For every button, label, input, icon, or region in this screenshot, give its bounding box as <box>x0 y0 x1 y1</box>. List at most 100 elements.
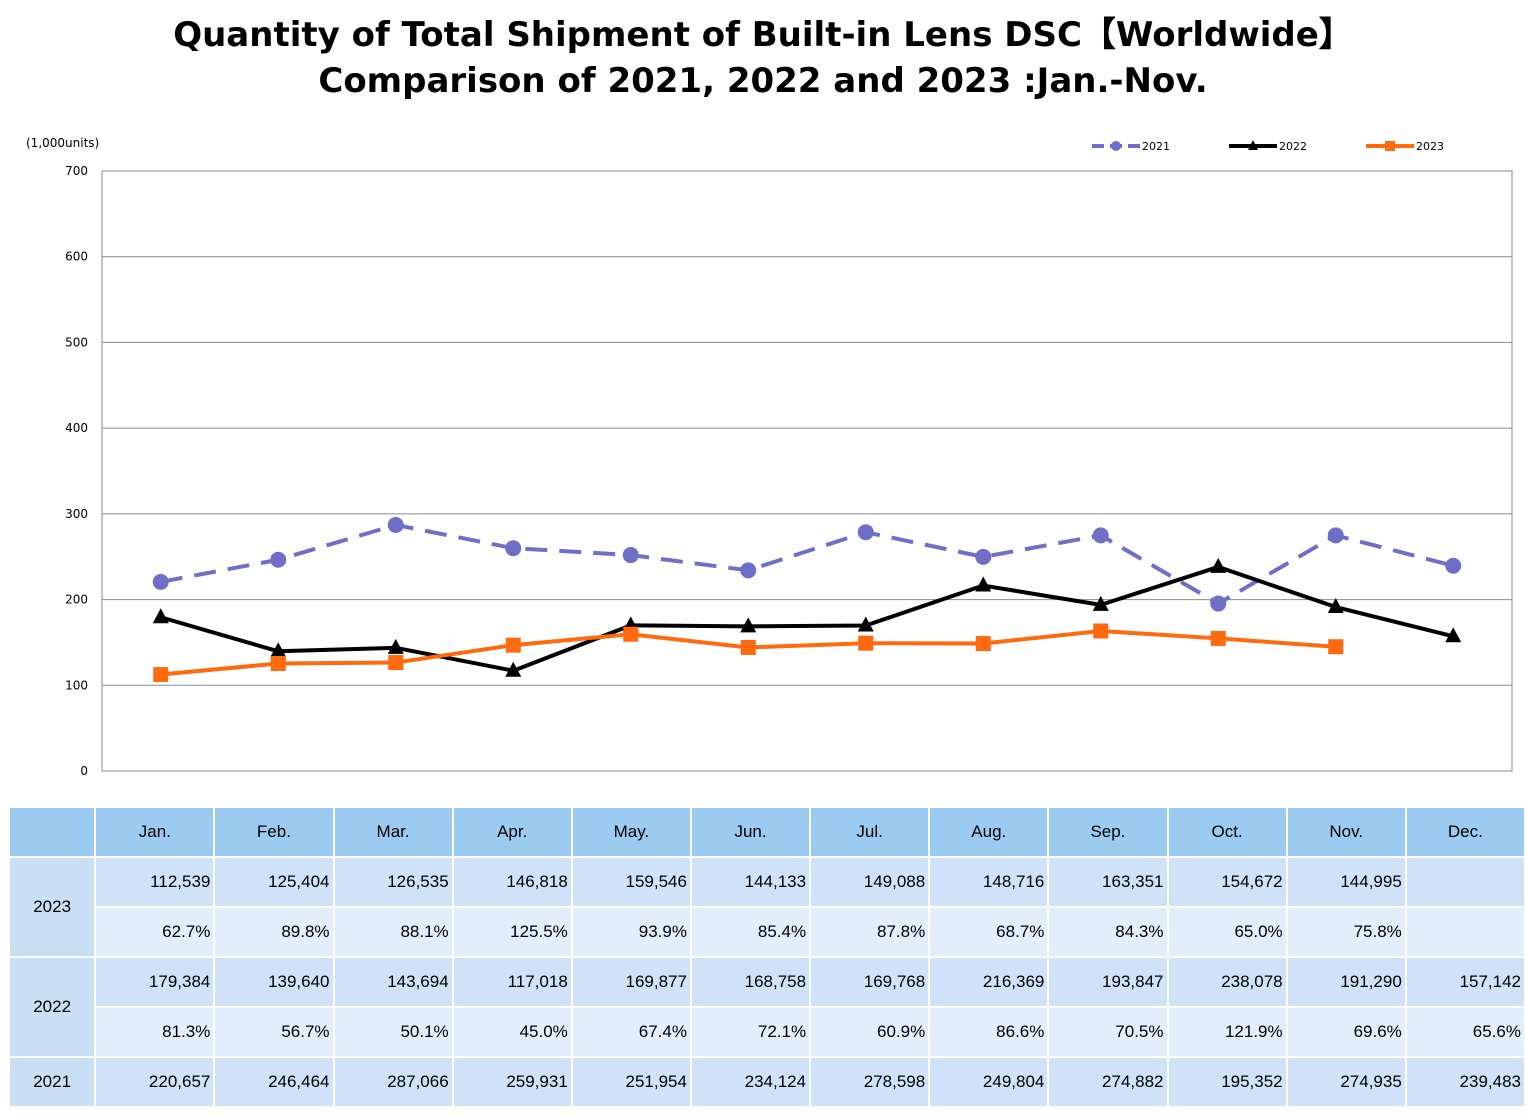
y-tick-label: 400 <box>65 421 88 435</box>
yoy-ratio: 89.8% <box>215 908 333 956</box>
month-header: Jan. <box>96 808 214 856</box>
data-point-2023-Mar <box>388 655 404 671</box>
shipment-value <box>1406 858 1524 906</box>
yoy-ratio: 70.5% <box>1049 1008 1167 1056</box>
shipment-value: 149,088 <box>811 858 929 906</box>
data-point-2021-Jun <box>740 562 757 579</box>
shipment-value: 163,351 <box>1049 858 1167 906</box>
shipment-value: 191,290 <box>1287 958 1405 1006</box>
month-header: Nov. <box>1287 808 1405 856</box>
shipment-value: 246,464 <box>215 1058 333 1106</box>
table-corner-cell <box>10 808 95 856</box>
title-line-1: Quantity of Total Shipment of Built-in L… <box>173 15 1353 55</box>
shipment-value: 251,954 <box>572 1058 690 1106</box>
yoy-ratio: 81.3% <box>96 1008 214 1056</box>
data-point-2023-Feb <box>270 656 286 672</box>
yoy-ratio: 67.4% <box>572 1008 690 1056</box>
shipment-value: 287,066 <box>334 1058 452 1106</box>
data-point-2023-May <box>623 626 639 642</box>
data-point-2023-Nov <box>1328 639 1344 655</box>
yoy-ratio: 125.5% <box>453 908 571 956</box>
year-label-2022: 2022 <box>10 958 95 1056</box>
data-point-2021-Nov <box>1327 527 1344 544</box>
shipment-value: 143,694 <box>334 958 452 1006</box>
shipment-value: 216,369 <box>930 958 1048 1006</box>
yoy-ratio: 62.7% <box>96 908 214 956</box>
table-row: Jan. Feb. Mar. Apr. May. Jun. Jul. Aug. Sep. Oct.… <box>10 808 1524 856</box>
shipment-value: 238,078 <box>1168 958 1286 1006</box>
data-point-2022-Oct <box>1210 557 1227 573</box>
data-point-2021-Oct <box>1210 595 1227 612</box>
table-row: 2022 179,384 139,640 143,694 117,018 169,877 1… <box>10 958 1524 1056</box>
legend-marker-2022 <box>1248 140 1258 150</box>
shipment-value: 278,598 <box>811 1058 929 1106</box>
shipment-value: 125,404 <box>215 858 333 906</box>
yoy-ratio: 88.1% <box>334 908 452 956</box>
yoy-ratio: 65.6% <box>1406 1008 1524 1056</box>
data-point-2023-Jan <box>153 667 169 683</box>
legend-label-2022: 2022 <box>1279 140 1307 153</box>
shipment-value: 148,716 <box>930 858 1048 906</box>
data-point-2021-Dec <box>1445 557 1462 574</box>
shipment-value: 112,539 <box>96 858 214 906</box>
month-header: Feb. <box>215 808 333 856</box>
legend-label-2021: 2021 <box>1142 140 1170 153</box>
yoy-ratio: 65.0% <box>1168 908 1286 956</box>
shipment-value: 159,546 <box>572 858 690 906</box>
plot-area <box>101 170 1513 772</box>
y-tick-label: 200 <box>65 593 88 607</box>
year-label-2021: 2021 <box>10 1058 95 1106</box>
data-point-2022-Apr <box>505 661 522 677</box>
shipment-value: 139,640 <box>215 958 333 1006</box>
data-point-2022-Mar <box>387 638 404 654</box>
shipment-value: 117,018 <box>453 958 571 1006</box>
data-point-2022-Nov <box>1327 598 1344 614</box>
data-point-2022-Aug <box>975 576 992 592</box>
yoy-ratio: 85.4% <box>691 908 810 956</box>
data-point-2023-Oct <box>1210 630 1226 646</box>
series-line-2022 <box>160 564 1454 673</box>
shipment-value: 154,672 <box>1168 858 1286 906</box>
month-header: Jul. <box>811 808 929 856</box>
month-header: Sep. <box>1049 808 1167 856</box>
data-point-2021-May <box>622 547 639 564</box>
shipment-value: 274,882 <box>1049 1058 1167 1106</box>
data-point-2022-Sep <box>1092 595 1109 611</box>
data-point-2023-Sep <box>1093 623 1109 639</box>
shipment-value: 168,758 <box>691 958 810 1006</box>
y-tick-label: 300 <box>65 507 88 521</box>
shipment-value: 193,847 <box>1049 958 1167 1006</box>
table-row: 2023 112,539 125,404 126,535 146,818 159,546 1… <box>10 858 1524 956</box>
yoy-ratio: 84.3% <box>1049 908 1167 956</box>
yoy-ratio: 75.8% <box>1287 908 1405 956</box>
shipment-value: 195,352 <box>1168 1058 1286 1106</box>
shipment-value: 169,768 <box>811 958 929 1006</box>
yoy-ratio: 45.0% <box>453 1008 571 1056</box>
data-point-2021-Apr <box>505 540 522 557</box>
month-header: May. <box>572 808 690 856</box>
data-point-2022-Jun <box>740 617 757 633</box>
y-tick-label: 100 <box>65 678 88 692</box>
month-header: Oct. <box>1168 808 1286 856</box>
shipment-value: 146,818 <box>453 858 571 906</box>
legend-marker-2021 <box>1111 141 1121 151</box>
yoy-ratio: 86.6% <box>930 1008 1048 1056</box>
yoy-ratio: 87.8% <box>811 908 929 956</box>
year-label-2023: 2023 <box>10 858 95 956</box>
data-point-2021-Mar <box>387 516 404 533</box>
month-header: Mar. <box>334 808 452 856</box>
title-line-2: Comparison of 2021, 2022 and 2023 :Jan.-… <box>318 61 1208 101</box>
y-tick-label: 0 <box>80 764 88 778</box>
yoy-ratio: 50.1% <box>334 1008 452 1056</box>
month-header: Aug. <box>930 808 1048 856</box>
shipment-value: 249,804 <box>930 1058 1048 1106</box>
table-row: 2021 220,657 246,464 287,066 259,931 251,954 2… <box>10 1058 1524 1106</box>
shipment-value: 126,535 <box>334 858 452 906</box>
data-point-2021-Sep <box>1092 527 1109 544</box>
data-point-2021-Jan <box>152 573 169 590</box>
data-point-2023-Jun <box>740 639 756 655</box>
yoy-ratio: 56.7% <box>215 1008 333 1056</box>
data-point-2022-Dec <box>1445 627 1462 643</box>
legend-marker-2023 <box>1385 141 1395 151</box>
shipment-value: 144,995 <box>1287 858 1405 906</box>
